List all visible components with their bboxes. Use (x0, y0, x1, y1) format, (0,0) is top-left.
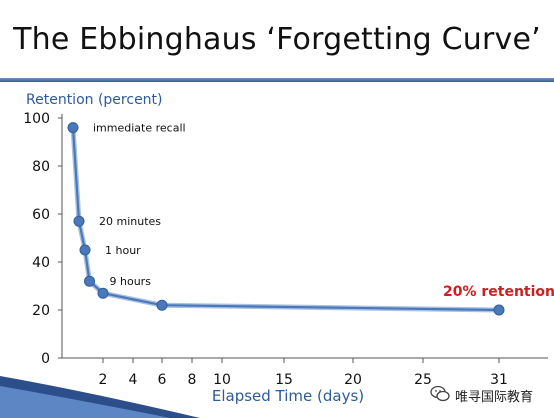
data-point-label: 9 hours (110, 275, 152, 288)
x-tick-label: 25 (414, 372, 432, 388)
data-point (84, 275, 95, 287)
y-axis-title: Retention (percent) (26, 92, 163, 108)
retention-annotation: 20% retention (443, 284, 554, 300)
x-tick-label: 8 (188, 372, 197, 388)
x-tick-label: 20 (344, 372, 362, 388)
data-point-label: 20 minutes (99, 215, 161, 228)
data-point-label: immediate recall (93, 122, 186, 135)
y-tick-label: 80 (32, 159, 50, 175)
data-point (73, 215, 85, 227)
y-tick-label: 100 (23, 111, 50, 127)
data-point (97, 287, 109, 299)
data-point (156, 299, 168, 311)
x-tick-label: 31 (490, 372, 508, 388)
x-tick-label: 2 (99, 372, 108, 388)
title-divider (0, 78, 554, 82)
data-point (79, 244, 91, 256)
x-tick-label: 4 (129, 372, 138, 388)
x-axis-title: Elapsed Time (days) (212, 387, 364, 405)
data-point-label: 1 hour (105, 244, 141, 257)
data-point (493, 304, 505, 316)
y-tick-label: 0 (41, 351, 50, 367)
y-tick-label: 60 (32, 207, 50, 223)
x-tick-label: 10 (213, 372, 231, 388)
watermark-text: 唯寻国际教育 (455, 390, 534, 405)
corner-swoosh-decoration (0, 376, 200, 418)
x-tick-label: 6 (158, 372, 167, 388)
y-tick-label: 20 (32, 303, 50, 319)
y-tick-label: 40 (32, 255, 50, 271)
wechat-icon (430, 385, 450, 402)
slide-title: The Ebbinghaus ‘Forgetting Curve’ (13, 22, 541, 57)
x-tick-label: 15 (275, 372, 293, 388)
data-point (67, 122, 79, 134)
